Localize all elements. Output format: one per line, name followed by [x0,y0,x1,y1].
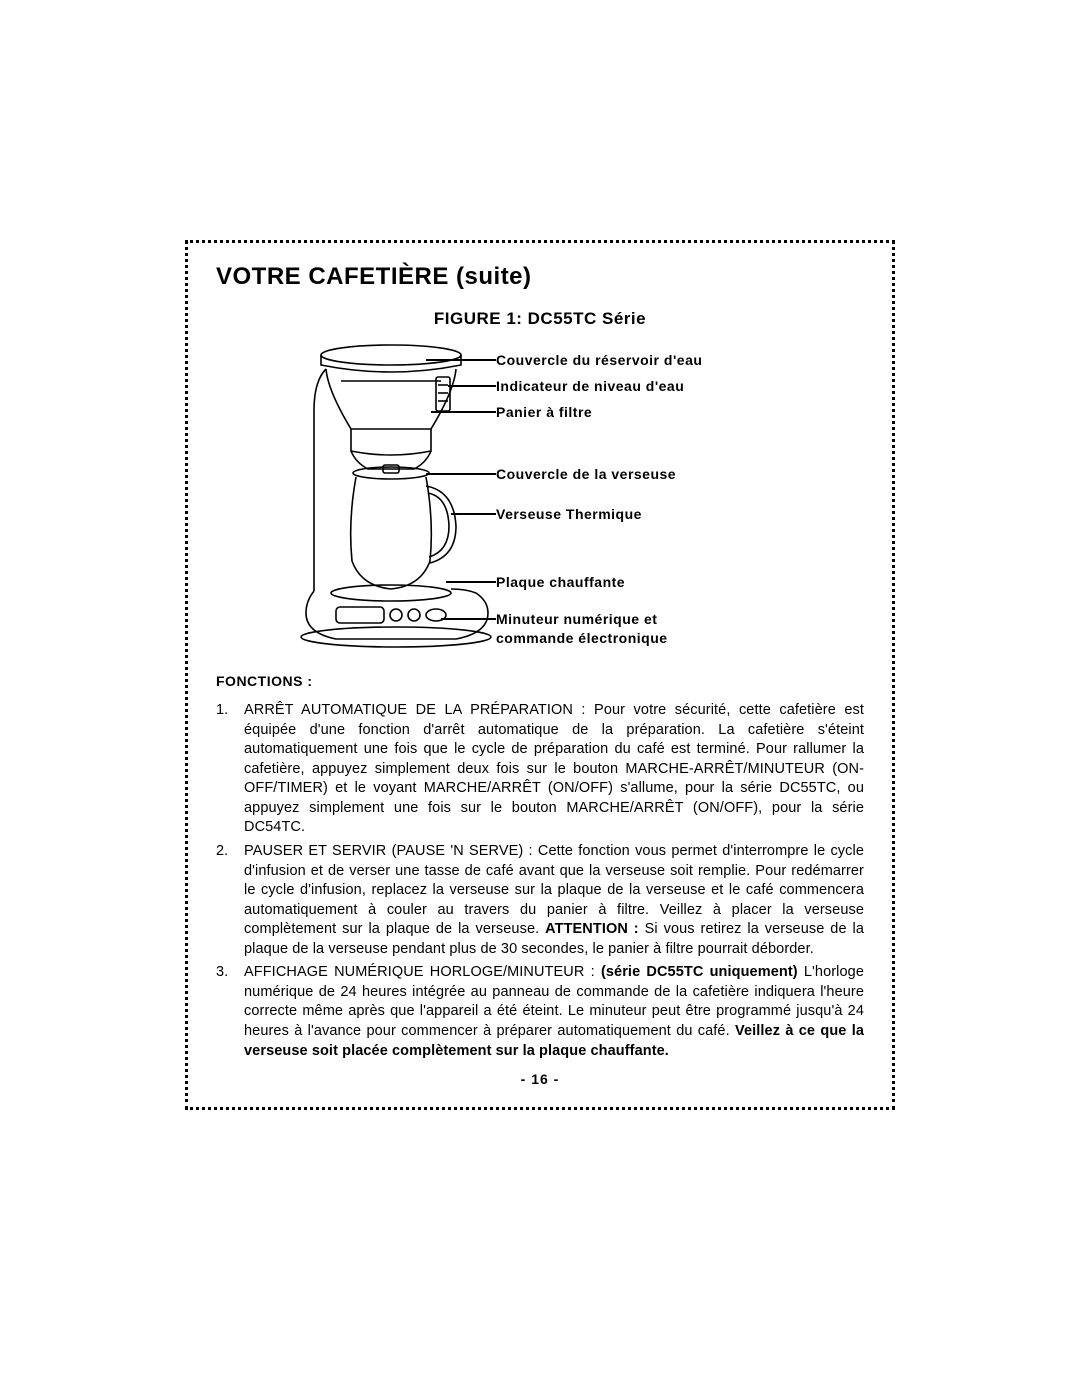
leader-line [431,411,496,413]
callout-timer-a: Minuteur numérique et [496,610,657,628]
coffee-maker-illustration [266,341,516,651]
function-text: AFFICHAGE NUMÉRIQUE HORLOGE/MINUTEUR : (… [244,963,864,1061]
content-frame: VOTRE CAFETIÈRE (suite) FIGURE 1: DC55TC… [185,240,895,1110]
function-item-3: 3. AFFICHAGE NUMÉRIQUE HORLOGE/MINUTEUR … [216,963,864,1061]
leader-line [441,618,496,620]
callout-carafe-lid: Couvercle de la verseuse [496,465,676,483]
callout-lid: Couvercle du réservoir d'eau [496,351,702,369]
page-number: - 16 - [216,1071,864,1087]
list-number: 2. [216,842,244,959]
f3-series: (série DC55TC uniquement) [601,964,798,980]
function-text: PAUSER ET SERVIR (PAUSE 'N SERVE) : Cett… [244,842,864,959]
callout-timer-b: commande électronique [496,629,668,647]
leader-line [426,359,496,361]
callout-filter: Panier à filtre [496,403,592,421]
leader-line [448,385,496,387]
functions-list: 1. ARRÊT AUTOMATIQUE DE LA PRÉPARATION :… [216,701,864,1061]
figure-caption: FIGURE 1: DC55TC Série [216,309,864,329]
callout-carafe: Verseuse Thermique [496,505,642,523]
list-number: 3. [216,963,244,1061]
leader-line [446,581,496,583]
f3-text-a: AFFICHAGE NUMÉRIQUE HORLOGE/MINUTEUR : [244,964,601,980]
page-title: VOTRE CAFETIÈRE (suite) [216,263,864,291]
f2-attention: ATTENTION : [545,921,639,937]
figure-area: Couvercle du réservoir d'eau Indicateur … [216,341,864,661]
f1-text: ARRÊT AUTOMATIQUE DE LA PRÉPARATION : Po… [244,702,864,835]
fonctions-heading: FONCTIONS : [216,673,864,689]
callout-water-level: Indicateur de niveau d'eau [496,377,684,395]
callout-plate: Plaque chauffante [496,573,625,591]
manual-page: VOTRE CAFETIÈRE (suite) FIGURE 1: DC55TC… [0,0,1080,1397]
leader-line [451,513,496,515]
function-text: ARRÊT AUTOMATIQUE DE LA PRÉPARATION : Po… [244,701,864,838]
function-item-2: 2. PAUSER ET SERVIR (PAUSE 'N SERVE) : C… [216,842,864,959]
list-number: 1. [216,701,244,838]
leader-line [426,473,496,475]
function-item-1: 1. ARRÊT AUTOMATIQUE DE LA PRÉPARATION :… [216,701,864,838]
